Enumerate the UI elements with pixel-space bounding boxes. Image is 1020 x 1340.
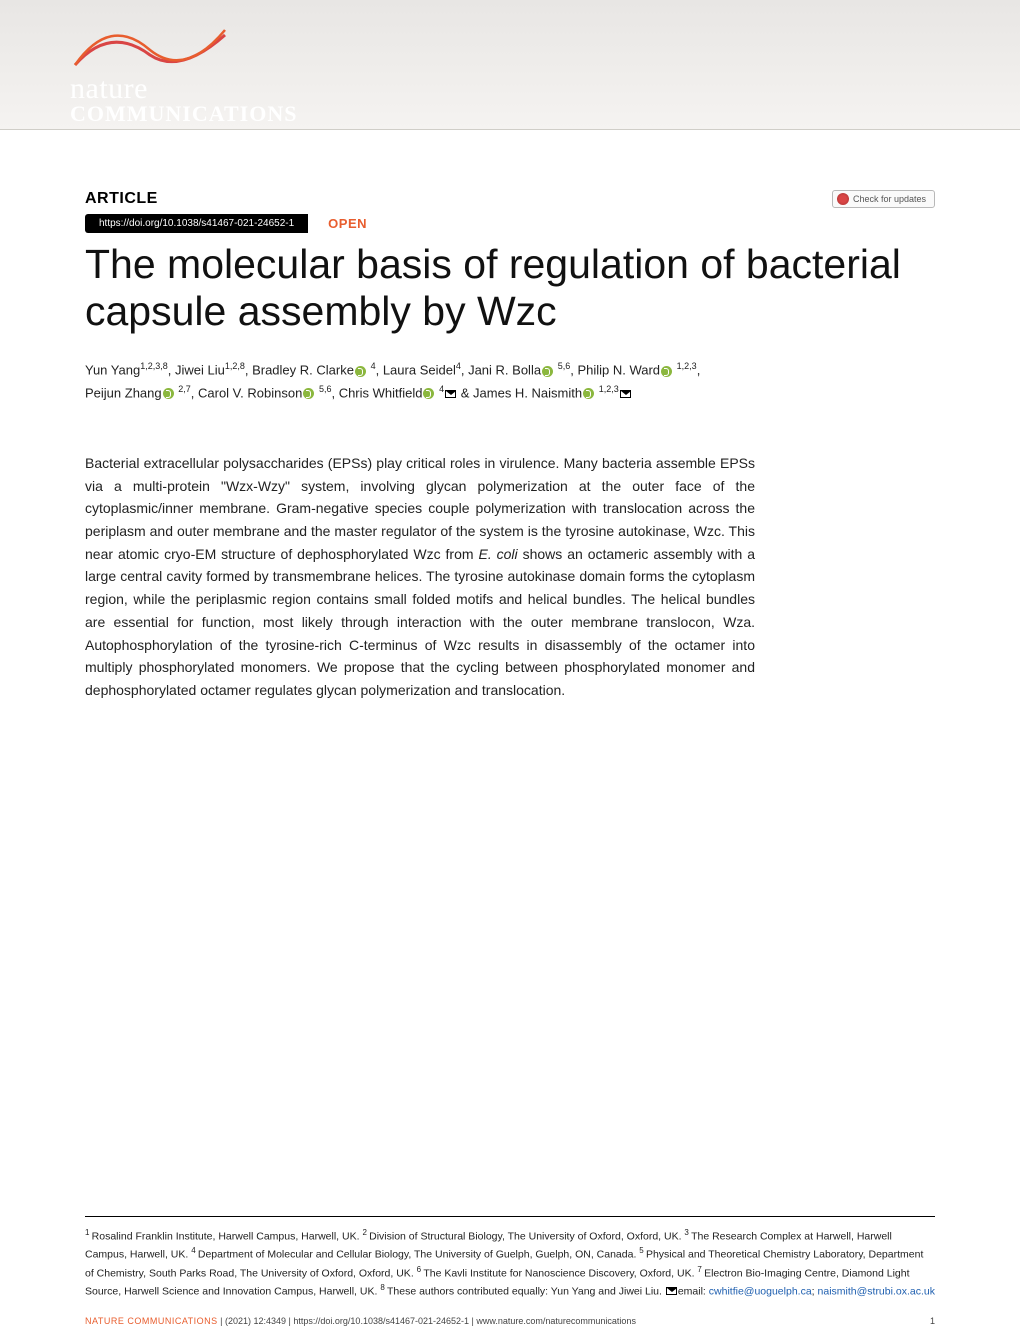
orcid-icon[interactable] [583,388,594,399]
orcid-icon[interactable] [303,388,314,399]
mail-icon[interactable] [620,390,631,398]
orcid-icon[interactable] [163,388,174,399]
check-updates-label: Check for updates [853,194,926,204]
corresponding-email[interactable]: naismith@strubi.ox.ac.uk [818,1285,935,1297]
doi-link[interactable]: https://doi.org/10.1038/s41467-021-24652… [85,214,308,233]
orcid-icon[interactable] [661,366,672,377]
corresponding-email[interactable]: cwhitfie@uoguelph.ca [709,1285,812,1297]
page-number: 1 [930,1316,935,1326]
check-updates-button[interactable]: Check for updates [832,190,935,208]
logo-line2: COMMUNICATIONS [70,104,297,125]
article-title: The molecular basis of regulation of bac… [85,241,935,335]
abstract-italic: E. coli [478,546,517,562]
orcid-icon[interactable] [355,366,366,377]
logo-line1: nature [70,75,297,104]
footer-citation: | (2021) 12:4349 | https://doi.org/10.10… [218,1316,636,1326]
mail-icon[interactable] [445,390,456,398]
open-access-label: OPEN [308,216,387,231]
orcid-icon[interactable] [542,366,553,377]
author: James H. Naismith [473,385,582,400]
author: Laura Seidel [383,363,456,378]
page-footer: NATURE COMMUNICATIONS | (2021) 12:4349 |… [85,1316,935,1326]
mail-icon [666,1287,677,1295]
author: Carol V. Robinson [198,385,302,400]
logo-arc-icon [70,20,230,70]
author: Jiwei Liu [175,363,225,378]
author: Bradley R. Clarke [252,363,354,378]
author: Peijun Zhang [85,385,162,400]
author: Yun Yang [85,363,140,378]
journal-logo: nature COMMUNICATIONS [70,20,297,124]
author: Philip N. Ward [577,363,660,378]
crossmark-icon [837,193,849,205]
author: Chris Whitfield [339,385,423,400]
abstract: Bacterial extracellular polysaccharides … [85,452,755,701]
article-label: ARTICLE [85,190,158,208]
footer-journal: NATURE COMMUNICATIONS [85,1316,218,1326]
affiliations: 1 Rosalind Franklin Institute, Harwell C… [85,1216,935,1300]
abstract-part2: shows an octameric assembly with a large… [85,546,755,698]
author: Jani R. Bolla [468,363,541,378]
journal-banner: nature COMMUNICATIONS [0,0,1020,130]
orcid-icon[interactable] [423,388,434,399]
author-list: Yun Yang1,2,3,8, Jiwei Liu1,2,8, Bradley… [85,359,935,404]
